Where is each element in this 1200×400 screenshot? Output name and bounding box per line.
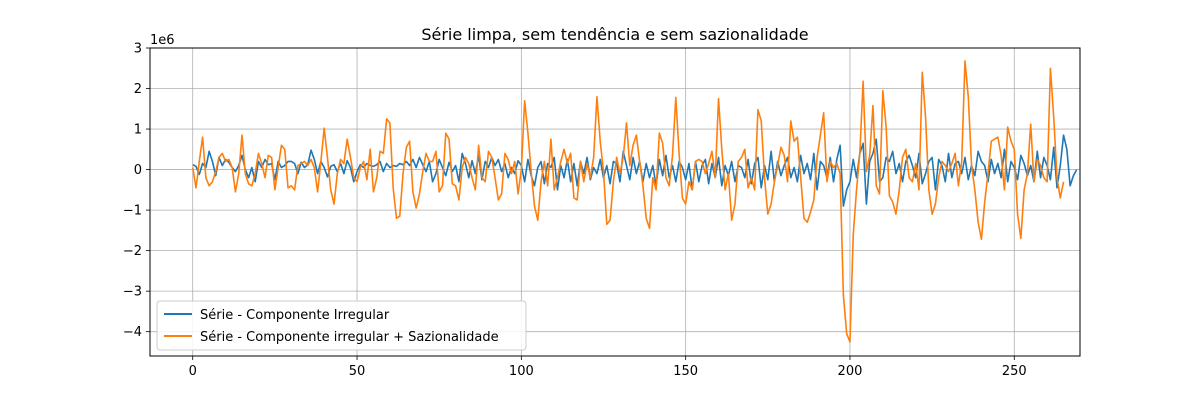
plot-frame [149, 47, 1081, 357]
y-tick-label: 3 [134, 42, 142, 57]
axis-ticks: 0 50 100 150 200 250 −4 −3 −2 −1 0 1 2 3 [123, 42, 1027, 380]
y-scale-label: 1e6 [150, 33, 175, 48]
legend-label-irregular-seasonal: Série - Componente irregular + Sazionali… [200, 330, 499, 345]
x-tick-label: 100 [509, 364, 534, 379]
series-line-irregular-seasonal [191, 60, 1065, 343]
x-tick-label: 200 [838, 364, 863, 379]
y-tick-label: 2 [134, 82, 142, 97]
y-tick-label: −3 [123, 285, 142, 300]
chart-title: Série limpa, sem tendência e sem saziona… [421, 25, 808, 44]
y-tick-label: −4 [123, 325, 142, 340]
series-group [191, 60, 1078, 343]
legend-box [156, 300, 527, 351]
x-tick-label: 0 [189, 364, 197, 379]
y-tick-label: 0 [134, 163, 142, 178]
y-tick-label: −2 [123, 244, 142, 259]
x-tick-label: 50 [349, 364, 366, 379]
legend-label-irregular: Série - Componente Irregular [200, 308, 390, 323]
y-tick-label: 1 [134, 123, 142, 138]
x-tick-label: 250 [1002, 364, 1027, 379]
y-tick-label: −1 [123, 204, 142, 219]
x-tick-label: 150 [673, 364, 698, 379]
legend: Série - Componente Irregular Série - Com… [156, 300, 527, 351]
